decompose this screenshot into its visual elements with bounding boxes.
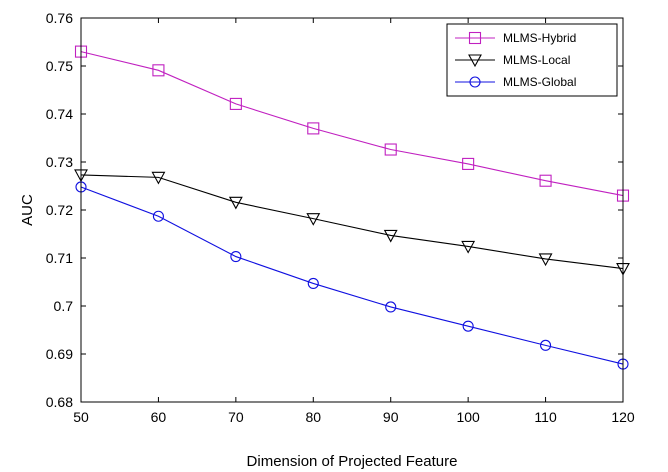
- legend-label: MLMS-Global: [503, 75, 576, 89]
- y-tick-label: 0.75: [46, 58, 73, 74]
- x-tick-label: 60: [151, 409, 167, 425]
- data-point: [462, 157, 475, 170]
- legend-label: MLMS-Local: [503, 53, 570, 67]
- series-line: [80, 51, 624, 197]
- legend-marker: [468, 54, 482, 68]
- x-tick-label: 110: [534, 409, 557, 425]
- data-point: [539, 174, 552, 187]
- data-point: [307, 122, 320, 135]
- data-point: [152, 210, 164, 222]
- y-tick-label: 0.7: [54, 298, 74, 314]
- series-line: [80, 174, 624, 270]
- data-point: [229, 97, 242, 110]
- y-tick-label: 0.69: [46, 346, 73, 362]
- y-tick-label: 0.68: [46, 394, 73, 410]
- x-tick-label: 70: [228, 409, 244, 425]
- y-tick-label: 0.72: [46, 202, 73, 218]
- y-tick-label: 0.73: [46, 154, 73, 170]
- data-point: [461, 240, 476, 254]
- y-tick-label: 0.76: [46, 10, 73, 26]
- legend: MLMS-Hybrid MLMS-Local MLMS-Global: [446, 23, 618, 97]
- data-point: [385, 301, 397, 313]
- legend-entry: MLMS-Hybrid: [455, 31, 576, 45]
- x-tick-label: 100: [456, 409, 480, 425]
- legend-marker: [469, 76, 481, 88]
- data-point: [228, 196, 243, 210]
- legend-entry: MLMS-Local: [455, 53, 570, 68]
- legend-label: MLMS-Hybrid: [503, 31, 576, 45]
- y-axis-label: AUC: [19, 194, 36, 226]
- data-point: [307, 277, 319, 289]
- x-tick-label: 80: [305, 409, 321, 425]
- series-line: [80, 186, 624, 365]
- x-tick-label: 120: [611, 409, 635, 425]
- data-point: [540, 339, 552, 351]
- legend-marker: [468, 31, 482, 45]
- data-point: [538, 253, 553, 267]
- data-point: [151, 171, 166, 185]
- legend-entry: MLMS-Global: [455, 75, 576, 89]
- y-tick-label: 0.71: [46, 250, 73, 266]
- y-tick-label: 0.74: [46, 106, 73, 122]
- axes: 50 60 70 80 90 100 110 120 0.68 0.69 0.7 0.71 0.72 0.…: [46, 10, 635, 425]
- x-axis-label: Dimension of Projected Feature: [247, 453, 458, 470]
- data-point: [306, 213, 321, 226]
- x-tick-label: 90: [383, 409, 399, 425]
- series-mlms-local: [74, 169, 630, 276]
- data-point: [152, 64, 165, 77]
- series-mlms-global: [75, 181, 629, 370]
- x-tick-label: 50: [73, 409, 89, 425]
- data-point: [383, 229, 398, 243]
- data-point: [230, 251, 242, 263]
- data-point: [384, 143, 397, 156]
- data-point: [462, 320, 474, 332]
